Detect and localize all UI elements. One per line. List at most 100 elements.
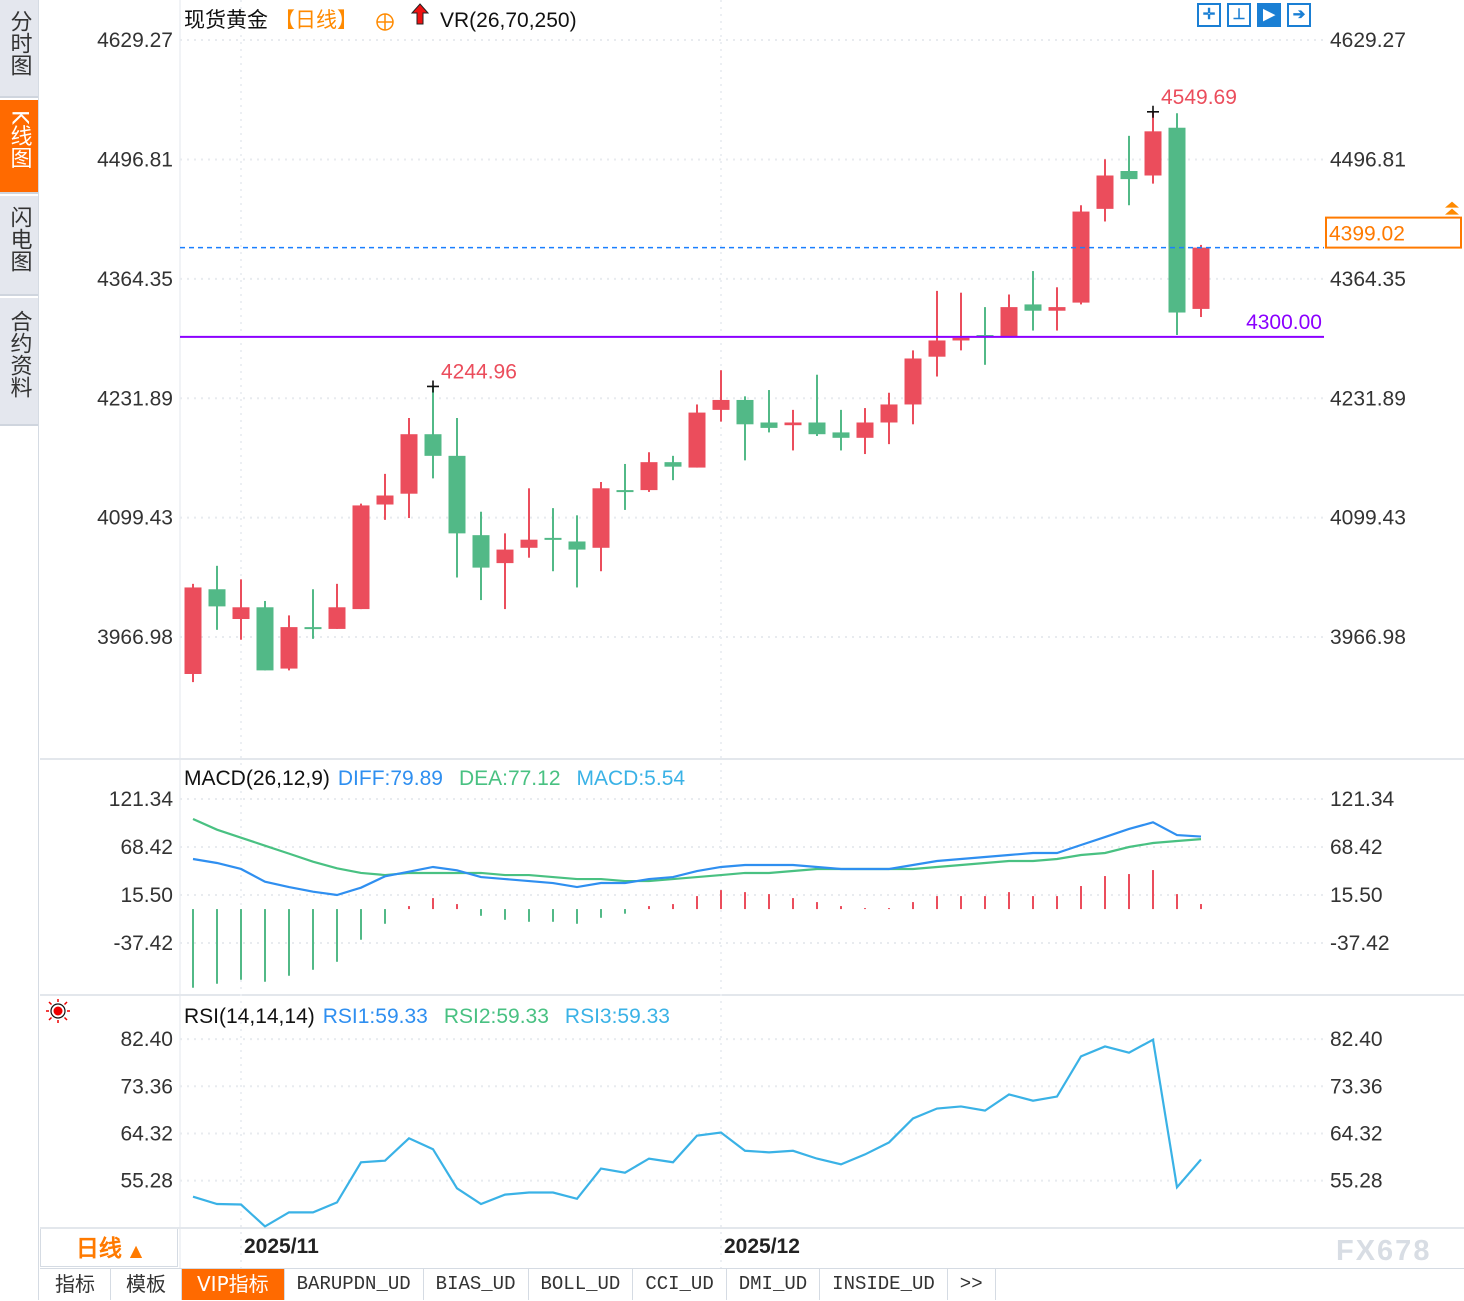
- price-right-tick: 4364.35: [1330, 268, 1406, 291]
- macd-right-tick: 121.34: [1330, 788, 1395, 811]
- tab-more[interactable]: >>: [948, 1269, 996, 1300]
- candle-up: [880, 404, 898, 423]
- scroll-right-icon[interactable]: ➔: [1287, 3, 1311, 27]
- macd-right-tick: 68.42: [1330, 836, 1383, 859]
- tab-dmi[interactable]: DMI_UD: [727, 1269, 821, 1300]
- tab-boll[interactable]: BOLL_UD: [529, 1269, 634, 1300]
- candle-up: [952, 337, 970, 341]
- candle-up: [640, 462, 658, 491]
- macd-title: MACD(26,12,9): [184, 767, 330, 790]
- candle-down: [760, 422, 778, 428]
- high-marker: [1147, 105, 1159, 118]
- candle-down: [1120, 170, 1138, 180]
- circle-plus-icon[interactable]: [376, 13, 394, 31]
- candle-down: [1024, 304, 1042, 311]
- rsi-left-tick: 55.28: [120, 1170, 173, 1193]
- price-right-tick: 4629.27: [1330, 29, 1406, 52]
- axis-ticks: 4629.27 4629.27 4496.81 4496.81 4364.35 4364.…: [97, 29, 1406, 1193]
- candle-up: [400, 434, 418, 494]
- macd-right-tick: -37.42: [1330, 932, 1390, 955]
- tab-indicators[interactable]: 指标: [40, 1269, 111, 1300]
- candle-up: [184, 587, 202, 674]
- x-tick-label: 2025/12: [724, 1235, 800, 1258]
- crosshair-icon[interactable]: ✛: [1197, 3, 1221, 27]
- sidebar-item-contract[interactable]: 合约资料: [0, 298, 38, 426]
- rsi-left-tick: 64.32: [120, 1122, 173, 1145]
- chart-title: 现货黄金 【日线】: [184, 9, 358, 32]
- macd-left-tick: -37.42: [113, 932, 173, 955]
- high-marker: [427, 380, 439, 393]
- sidebar-item-flash[interactable]: 闪电图: [0, 196, 38, 296]
- tab-barupdn[interactable]: BARUPDN_UD: [285, 1269, 424, 1300]
- macd-left-tick: 15.50: [120, 884, 173, 907]
- dea-value: DEA:77.12: [459, 767, 561, 790]
- watermark-logo: FX678: [1336, 1235, 1432, 1267]
- tab-templates[interactable]: 模板: [111, 1269, 182, 1300]
- candle-up: [712, 399, 730, 410]
- rsi-left-tick: 73.36: [120, 1075, 173, 1098]
- candle-up: [1048, 307, 1066, 311]
- candle-up: [928, 340, 946, 357]
- candle-up: [376, 495, 394, 505]
- candle-down: [832, 432, 850, 438]
- red-up-arrow-icon[interactable]: [410, 3, 430, 25]
- tab-inside[interactable]: INSIDE_UD: [820, 1269, 948, 1300]
- sidebar: 分时图 K线图 闪电图 合约资料: [0, 0, 39, 1300]
- candle-up: [856, 422, 874, 438]
- tab-cci[interactable]: CCI_UD: [633, 1269, 727, 1300]
- last-price-label: 4399.02: [1329, 223, 1405, 246]
- candle-up: [784, 422, 802, 426]
- price-left-tick: 4231.89: [97, 387, 173, 410]
- period-tag: 【日线】: [274, 9, 358, 32]
- tab-vip-indicators[interactable]: VIP指标: [182, 1269, 285, 1300]
- candle-up: [1000, 307, 1018, 337]
- macd-right-tick: 15.50: [1330, 884, 1383, 907]
- rsi-left-tick: 82.40: [120, 1028, 173, 1051]
- sidebar-item-label: K线图: [6, 110, 32, 169]
- candle-up: [352, 505, 370, 610]
- range-select-icon[interactable]: ⊥: [1227, 3, 1251, 27]
- candle-down: [1168, 127, 1186, 313]
- candle-up: [232, 607, 250, 620]
- chart-marks: [180, 105, 1324, 1228]
- period-button[interactable]: 日线 ▲: [40, 1229, 178, 1267]
- candle-down: [472, 535, 490, 568]
- price-left-tick: 4629.27: [97, 29, 173, 52]
- rsi1-value: RSI1:59.33: [323, 1005, 428, 1028]
- sidebar-item-timeshare[interactable]: 分时图: [0, 0, 38, 98]
- candle-down: [664, 462, 682, 467]
- price-left-tick: 4496.81: [97, 148, 173, 171]
- candle-up: [520, 539, 538, 548]
- candle-up: [1096, 175, 1114, 209]
- overlay-indicator[interactable]: VR(26,70,250): [440, 9, 577, 32]
- diff-value: DIFF:79.89: [338, 767, 443, 790]
- rsi-title: RSI(14,14,14): [184, 1005, 315, 1028]
- macd-left-tick: 68.42: [120, 836, 173, 859]
- sidebar-item-kline[interactable]: K线图: [0, 100, 38, 194]
- candle-up: [1192, 247, 1210, 309]
- candle-up: [280, 627, 298, 669]
- price-right-tick: 4496.81: [1330, 148, 1406, 171]
- candle-down: [256, 607, 274, 671]
- double-up-arrow-icon[interactable]: [1445, 201, 1459, 215]
- high-price-label: 4549.69: [1161, 86, 1237, 109]
- sidebar-item-label: 闪电图: [6, 206, 32, 272]
- price-left-tick: 4099.43: [97, 507, 173, 530]
- candle-down: [424, 434, 442, 456]
- triangle-up-icon: ▲: [129, 1241, 143, 1260]
- macd-value: MACD:5.54: [577, 767, 686, 790]
- tab-bias[interactable]: BIAS_UD: [424, 1269, 529, 1300]
- rsi2-value: RSI2:59.33: [444, 1005, 549, 1028]
- rsi-right-tick: 55.28: [1330, 1170, 1383, 1193]
- price-left-tick: 3966.98: [97, 626, 173, 649]
- price-right-tick: 4231.89: [1330, 387, 1406, 410]
- rsi3-value: RSI3:59.33: [565, 1005, 670, 1028]
- price-right-tick: 4099.43: [1330, 507, 1406, 530]
- sun-icon[interactable]: [46, 999, 70, 1023]
- candle-up: [592, 488, 610, 548]
- candle-up: [1144, 131, 1162, 176]
- chart-canvas[interactable]: 4629.27 4629.27 4496.81 4496.81 4364.35 4364.…: [0, 0, 1464, 1268]
- candle-down: [568, 541, 586, 550]
- zoom-fit-icon[interactable]: ▶: [1257, 3, 1281, 27]
- rsi-right-tick: 82.40: [1330, 1028, 1383, 1051]
